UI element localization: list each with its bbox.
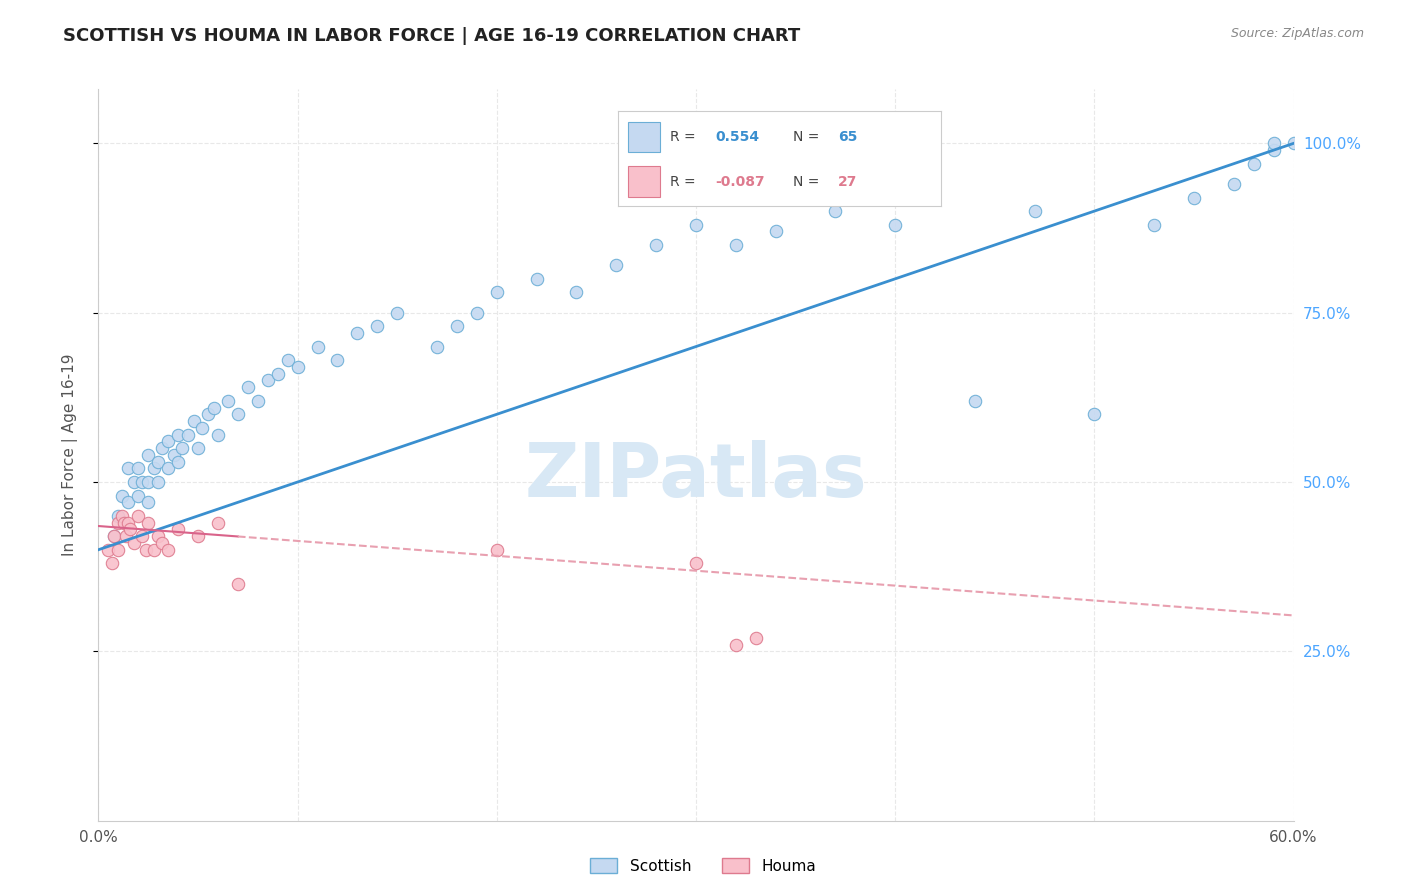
Point [963, 393, 986, 408]
Point [157, 542, 180, 557]
Y-axis label: In Labor Force | Age 16-19: In Labor Force | Age 16-19 [62, 353, 77, 557]
Point [107, 542, 129, 557]
Point [101, 556, 124, 570]
Point [226, 407, 249, 421]
Point [565, 285, 588, 300]
Point [1263, 143, 1285, 157]
Point [150, 441, 173, 455]
Point [131, 529, 153, 543]
Point [645, 238, 668, 252]
Point [127, 489, 149, 503]
Point [148, 529, 170, 543]
Point [97, 542, 120, 557]
Text: SCOTTISH VS HOUMA IN LABOR FORCE | AGE 16-19 CORRELATION CHART: SCOTTISH VS HOUMA IN LABOR FORCE | AGE 1… [63, 27, 800, 45]
Point [107, 508, 129, 523]
Point [426, 340, 449, 354]
Point [346, 326, 368, 340]
Point [485, 285, 508, 300]
Point [167, 455, 190, 469]
Point [117, 461, 139, 475]
Point [136, 475, 159, 489]
Point [167, 427, 190, 442]
Point [187, 529, 209, 543]
Point [183, 414, 205, 428]
Point [446, 319, 468, 334]
Point [287, 359, 309, 374]
Point [605, 258, 627, 272]
Point [143, 461, 166, 475]
Point [111, 489, 134, 503]
Point [131, 475, 153, 489]
Point [745, 631, 768, 645]
Point [1223, 177, 1246, 191]
Point [724, 238, 747, 252]
Point [236, 380, 259, 394]
Point [136, 448, 159, 462]
Point [1282, 136, 1305, 151]
Point [103, 529, 125, 543]
Point [526, 272, 548, 286]
Point [136, 495, 159, 509]
Point [884, 218, 907, 232]
Point [117, 495, 139, 509]
Point [124, 475, 146, 489]
Point [148, 475, 170, 489]
Point [127, 508, 149, 523]
Text: Source: ZipAtlas.com: Source: ZipAtlas.com [1230, 27, 1364, 40]
Point [163, 448, 186, 462]
Point [197, 407, 219, 421]
Point [1083, 407, 1105, 421]
Legend: Scottish, Houma: Scottish, Houma [583, 852, 823, 880]
Point [465, 306, 488, 320]
Point [136, 516, 159, 530]
Point [150, 536, 173, 550]
Point [277, 353, 299, 368]
Point [1024, 204, 1046, 219]
Point [191, 421, 214, 435]
Point [187, 441, 209, 455]
Point [107, 516, 129, 530]
Point [167, 523, 190, 537]
Point [1182, 190, 1205, 204]
Point [207, 427, 229, 442]
Point [1263, 136, 1285, 151]
Point [177, 427, 200, 442]
Point [217, 393, 239, 408]
Point [148, 455, 170, 469]
Point [172, 441, 194, 455]
Point [326, 353, 349, 368]
Point [127, 461, 149, 475]
Point [226, 576, 249, 591]
Point [1143, 218, 1166, 232]
Point [120, 523, 142, 537]
Point [307, 340, 329, 354]
Point [207, 516, 229, 530]
Point [765, 224, 787, 238]
Point [103, 529, 125, 543]
Point [112, 516, 135, 530]
Point [202, 401, 225, 415]
Point [1243, 157, 1265, 171]
Point [366, 319, 388, 334]
Point [685, 218, 707, 232]
Point [117, 516, 139, 530]
Point [135, 542, 157, 557]
Point [685, 556, 707, 570]
Point [111, 508, 134, 523]
Point [824, 204, 846, 219]
Point [724, 638, 747, 652]
Point [115, 529, 138, 543]
Point [143, 542, 166, 557]
Point [124, 536, 146, 550]
Point [485, 542, 508, 557]
Point [157, 461, 180, 475]
Point [246, 393, 269, 408]
Text: ZIPatlas: ZIPatlas [524, 441, 868, 514]
Point [385, 306, 409, 320]
Point [157, 434, 180, 449]
Point [267, 367, 290, 381]
Point [256, 373, 278, 387]
